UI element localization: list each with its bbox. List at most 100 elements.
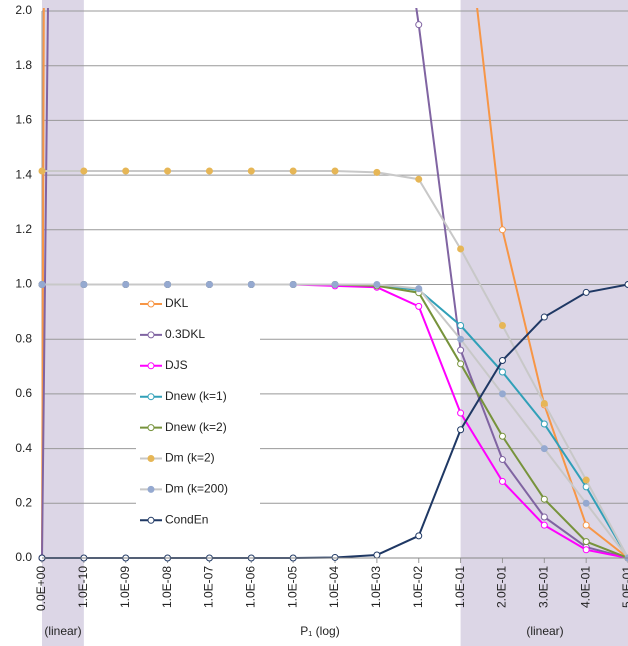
data-point [457,335,465,343]
y-tick-label: 2.0 [15,3,32,17]
data-point [498,357,506,365]
data-point [164,167,172,175]
data-point [205,281,213,288]
data-point [540,513,548,521]
data-point [498,390,506,398]
legend-marker [147,485,155,493]
x-tick-label: 5.0E-01 [620,566,628,608]
legend-label: 0.3DKL [165,327,205,341]
legend-marker [147,516,155,524]
data-point [457,322,465,330]
data-point [498,226,506,234]
legend-label: DKL [165,296,189,310]
y-tick-label: 1.4 [15,167,32,181]
x-tick-label: 1.0E-10 [76,566,90,608]
data-point [331,167,339,175]
data-point [582,546,590,554]
x-tick-label: 4.0E-01 [578,566,592,608]
series-line [41,8,628,559]
data-point [415,21,423,29]
data-point [373,281,381,288]
legend-label: Dm (k=200) [165,482,228,496]
data-point [582,476,590,484]
data-point [247,167,255,175]
data-point [205,167,213,175]
data-point [415,175,423,183]
data-point [582,499,590,507]
data-point [80,281,88,288]
x-tick-label: 1.0E-06 [243,566,257,608]
x-tick-label: 1.0E-03 [369,566,383,608]
data-point [331,553,339,561]
data-point [164,281,172,288]
data-point [540,420,548,428]
y-tick-label: 1.6 [15,113,32,127]
series-line [41,8,628,559]
data-point [331,281,339,288]
legend: DKL 0.3DKL DJS Dnew (k=1) Dnew (k=2) Dm (k=2)… [136,290,260,534]
annotation: (linear) [44,624,81,638]
x-tick-label: 1.0E-01 [453,566,467,608]
data-point [289,281,297,288]
data-point [498,432,506,440]
data-point [498,456,506,464]
data-point [38,281,46,288]
data-point [624,281,628,288]
data-point [457,409,465,417]
x-tick-label: 1.0E-08 [160,566,174,608]
legend-label: CondEn [165,512,208,526]
x-tick-label: 1.0E-02 [411,566,425,608]
data-point [498,368,506,376]
data-point [80,167,88,175]
x-tick-label: 1.0E-09 [118,566,132,608]
y-tick-label: 1.8 [15,58,32,72]
annotation: (linear) [526,624,563,638]
x-tick-label: 1.0E-05 [285,566,299,608]
data-point [247,281,255,288]
data-point [457,245,465,253]
legend-label: Dnew (k=1) [165,389,227,403]
data-point [540,399,548,407]
x-tick-label: 0.0E+00 [34,566,48,611]
data-point [373,551,381,559]
x-tick-label: 1.0E-04 [327,566,341,608]
x-tick-label: 3.0E-01 [536,566,550,608]
data-point [582,538,590,546]
data-point [289,167,297,175]
x-tick-label: 1.0E-07 [202,566,216,608]
y-tick-label: 1.0 [15,277,32,291]
data-point [498,477,506,485]
x-tick-label: 2.0E-01 [495,566,509,608]
legend-label: Dm (k=2) [165,451,215,465]
y-tick-label: 0.2 [15,495,32,509]
data-point [122,167,130,175]
data-point [415,285,423,293]
legend-marker [147,393,155,401]
data-point [582,521,590,529]
y-tick-label: 1.2 [15,222,32,236]
data-point [38,167,46,175]
data-point [457,346,465,354]
legend-marker [147,424,155,432]
legend-box [136,290,260,534]
data-point [457,426,465,434]
legend-marker [147,300,155,308]
data-point [540,445,548,453]
data-point [540,495,548,503]
shaded-region [42,0,84,646]
data-point [415,532,423,540]
data-point [457,360,465,368]
data-point [122,281,130,288]
legend-label: DJS [165,358,188,372]
legend-marker [147,331,155,339]
y-tick-label: 0.0 [15,550,32,564]
data-point [415,302,423,310]
legend-marker [147,362,155,370]
legend-label: Dnew (k=2) [165,420,227,434]
data-point [373,168,381,176]
data-point [582,288,590,296]
legend-marker [147,455,155,462]
y-tick-label: 0.4 [15,441,32,455]
y-tick-label: 0.8 [15,331,32,345]
